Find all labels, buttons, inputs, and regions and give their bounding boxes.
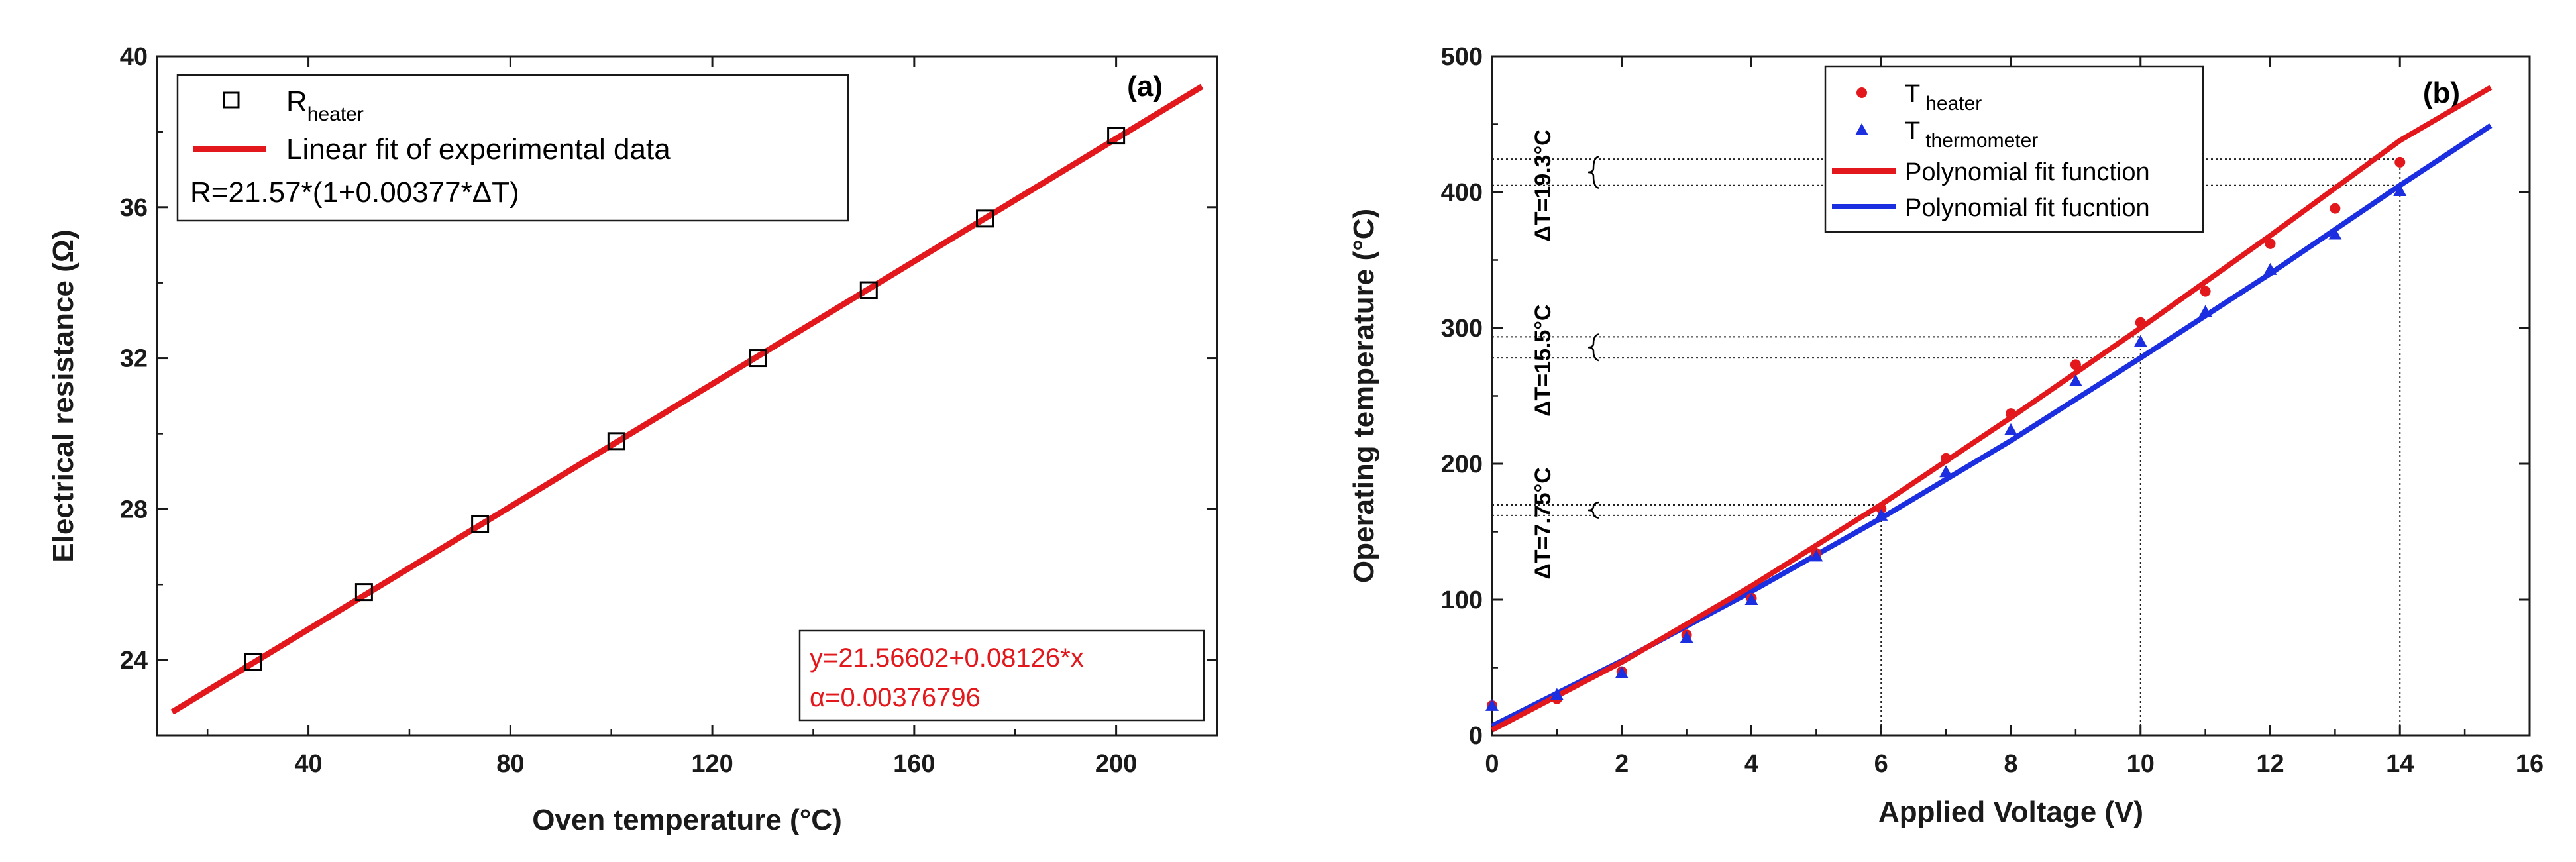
- chart-a-data-point: [354, 583, 373, 602]
- chart-b-y-tick-label: 500: [1441, 43, 1483, 71]
- chart-a-legend-fit-label: Linear fit of experimental data: [286, 133, 671, 166]
- chart-a-data-point: [607, 432, 625, 451]
- chart-a-plot-frame: [156, 55, 1218, 737]
- chart-a-x-axis-label: Oven temperature (°C): [532, 804, 841, 836]
- chart-a-legend-rheater-sub: heater: [307, 103, 364, 125]
- chart-b-x-tick-label: 0: [1485, 750, 1499, 778]
- chart-a-linear-fit-line: [170, 83, 1204, 715]
- chart-b-y-tick-label: 100: [1441, 586, 1483, 614]
- chart-b-thermometer-point: [2328, 227, 2342, 240]
- chart-a-legend-rheater: Rheater: [286, 85, 364, 125]
- chart-b-panel-label: (b): [2423, 77, 2460, 109]
- chart-b-legend-thermometer-sub: thermometer: [1925, 130, 2038, 152]
- chart-a-x-tick-label: 160: [893, 750, 935, 778]
- chart-a-x-tick-label: 40: [294, 750, 322, 778]
- chart-a-x-tick-label: 80: [496, 750, 524, 778]
- chart-a-y-tick-label: 24: [120, 647, 148, 674]
- chart-a-data-point: [244, 653, 262, 671]
- chart-b-legend-thermometer-marker: [1855, 123, 1868, 135]
- chart-b-x-tick-label: 16: [2516, 750, 2544, 778]
- chart-b-legend-heater-main: T: [1905, 80, 1920, 108]
- chart-a-data-point: [1107, 127, 1126, 145]
- chart-b-heater-point: [2135, 317, 2146, 328]
- chart-b-heater-point: [2006, 408, 2016, 419]
- chart-b-thermometer-point: [1744, 593, 1758, 605]
- chart-a-legend-formula: R=21.57*(1+0.00377*ΔT): [190, 176, 519, 209]
- chart-a-legend-rheater-main: R: [286, 85, 307, 118]
- chart-a-data-point: [471, 515, 490, 533]
- chart-b-delta-t-label: ΔT=7.75°C: [1530, 467, 1556, 579]
- chart-b-x-axis-label: Applied Voltage (V): [1878, 796, 2143, 828]
- chart-a-y-tick-label: 32: [120, 345, 148, 373]
- chart-b-heater-point: [2265, 238, 2276, 249]
- chart-a-fit-equation: y=21.56602+0.08126*x: [810, 643, 1084, 673]
- chart-b-legend-heater-marker: [1856, 87, 1867, 98]
- chart-a-x-tick-label: 120: [691, 750, 733, 778]
- chart-a-data-point: [749, 349, 767, 368]
- chart-b-thermometer-point: [1550, 688, 1564, 700]
- chart-b-delta-t-label: ΔT=15.5°C: [1530, 305, 1556, 417]
- chart-b-brace: [1587, 501, 1599, 519]
- chart-b-thermometer-point: [1874, 508, 1888, 521]
- chart-b-y-tick-label: 300: [1441, 315, 1483, 343]
- chart-b-x-tick-label: 12: [2256, 750, 2284, 778]
- chart-a-y-tick-label: 28: [120, 496, 148, 523]
- chart-a-x-tick-label: 200: [1095, 750, 1137, 778]
- chart-a-y-tick-label: 36: [120, 194, 148, 222]
- chart-b-x-tick-label: 10: [2127, 750, 2155, 778]
- chart-b-thermometer-point: [1615, 666, 1629, 678]
- chart-b-heater-point: [1876, 503, 1887, 514]
- chart-b-thermometer-point: [2263, 262, 2277, 275]
- chart-b-y-tick-label: 0: [1469, 722, 1483, 750]
- chart-b-delta-t-label: ΔT=19.3°C: [1530, 129, 1556, 241]
- chart-b-heater-point: [2394, 156, 2406, 168]
- chart-b-x-tick-label: 6: [1874, 750, 1888, 778]
- chart-b-y-tick-label: 400: [1441, 179, 1483, 207]
- chart-b-thermometer-point: [2004, 423, 2017, 435]
- chart-b-heater-point: [2200, 286, 2211, 297]
- chart-a-legend-square-marker: [223, 91, 240, 109]
- chart-b-y-tick-label: 200: [1441, 451, 1483, 478]
- chart-b-legend-thermometer-main: T: [1905, 117, 1920, 145]
- chart-b-y-axis-label: Operating temperature (°C): [1348, 209, 1380, 583]
- chart-a: 40 80 120 160 200 24 28 32 36 40 Oven temperature …: [47, 43, 1218, 836]
- chart-b-x-tick-label: 8: [2004, 750, 2017, 778]
- chart-a-y-axis-label: Electrical resistance (Ω): [47, 229, 80, 562]
- chart-a-data-point: [976, 209, 994, 228]
- chart-b-brace: [1587, 155, 1599, 189]
- chart-b-x-tick-label: 4: [1744, 750, 1758, 778]
- chart-a-legend-box: [176, 74, 849, 222]
- chart-b-heater-point: [2070, 359, 2081, 370]
- chart-b-brace: [1587, 333, 1599, 362]
- chart-a-panel-label: (a): [1127, 70, 1163, 103]
- chart-b-heater-point: [2330, 203, 2341, 214]
- chart-b-legend-thermometer-fit-label: Polynomial fit fucntion: [1905, 194, 2150, 222]
- chart-b-thermometer-point: [1680, 631, 1693, 643]
- chart-b-heater-point: [1941, 453, 1952, 464]
- chart-a-fit-result-box: [798, 629, 1205, 722]
- chart-b-thermometer-point: [2068, 374, 2082, 386]
- chart-b-x-tick-label: 14: [2386, 750, 2414, 778]
- chart-a-y-tick-label: 40: [120, 43, 148, 71]
- chart-b-thermometer-point: [1485, 698, 1499, 711]
- chart-a-fit-alpha: α=0.00376796: [810, 683, 981, 712]
- chart-b-legend-heater-fit-label: Polynomial fit function: [1905, 158, 2150, 186]
- chart-b-thermometer-point: [1809, 549, 1823, 562]
- chart-b-thermometer-point: [2393, 184, 2407, 196]
- chart-b-legend-heater-sub: heater: [1925, 93, 1982, 115]
- chart-b-thermometer-point: [2133, 335, 2147, 347]
- chart-b-thermometer-point: [2198, 305, 2212, 317]
- chart-a-data-point: [859, 281, 878, 299]
- chart-b-x-tick-label: 2: [1615, 750, 1629, 778]
- chart-b-thermometer-point: [1939, 465, 1953, 478]
- chart-b: 0 2 4 6 8 10 12 14 16 0 100 200 300 400 500 Applied Vol…: [1348, 43, 2544, 828]
